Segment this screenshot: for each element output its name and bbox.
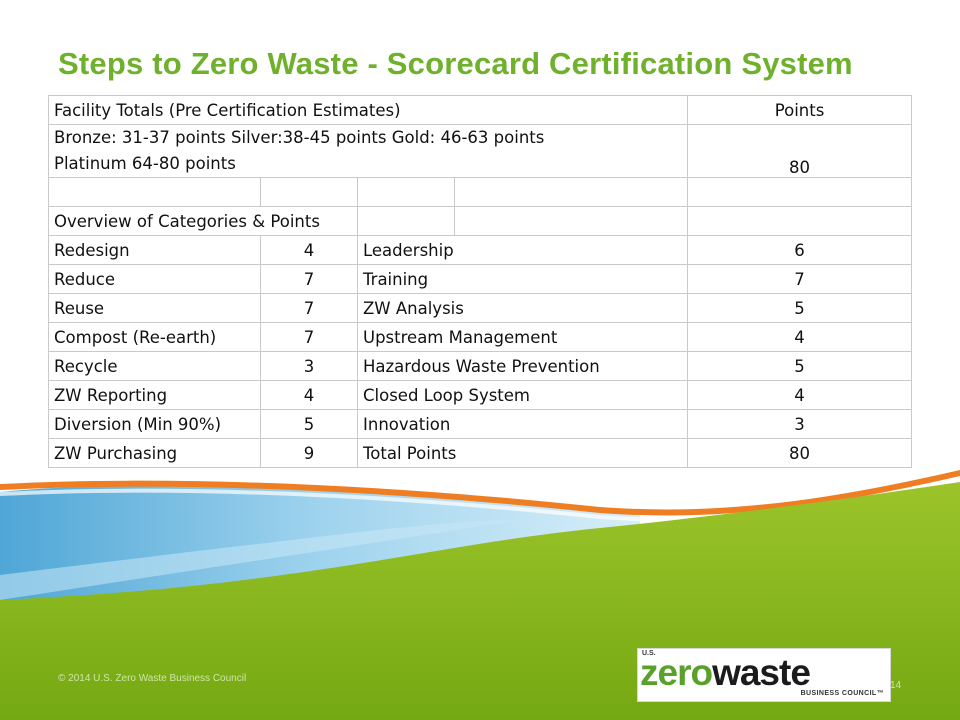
right-points: 4 [687, 322, 913, 352]
left-points: 5 [260, 409, 358, 439]
max-points: 80 [687, 124, 913, 178]
category-row: ZW Reporting 4 Closed Loop System 4 [48, 380, 913, 410]
left-points: 9 [260, 438, 358, 468]
right-category: Training [356, 264, 689, 294]
right-points: 5 [687, 293, 913, 323]
category-row: Reuse 7 ZW Analysis 5 [48, 293, 913, 323]
logo-business-council-text: BUSINESS COUNCIL™ [800, 690, 884, 697]
logo-zero-text: zero [640, 652, 713, 693]
left-points: 4 [260, 380, 358, 410]
left-points: 7 [260, 293, 358, 323]
facility-totals-label: Facility Totals (Pre Certification Estim… [47, 95, 689, 125]
right-category: Innovation [356, 409, 689, 439]
left-category: Reduce [48, 264, 261, 294]
levels-line-2: Platinum 64-80 points [54, 154, 236, 173]
scorecard-table: Facility Totals (Pre Certification Estim… [47, 95, 913, 468]
overview-row: Overview of Categories & Points [48, 206, 913, 236]
left-points: 7 [260, 264, 358, 294]
left-points: 4 [260, 235, 358, 265]
facility-header-row: Facility Totals (Pre Certification Estim… [47, 95, 913, 125]
logo-waste-text: waste [712, 652, 811, 693]
overview-label: Overview of Categories & Points [48, 206, 358, 236]
blank-cell [453, 206, 689, 236]
blank-row [48, 177, 913, 207]
right-category: Leadership [356, 235, 689, 265]
blank-cell [687, 177, 913, 207]
left-category: ZW Reporting [48, 380, 261, 410]
right-category: Closed Loop System [356, 380, 689, 410]
certification-levels-row: Bronze: 31-37 points Silver:38-45 points… [47, 124, 913, 178]
blank-cell [260, 177, 358, 207]
total-row: ZW Purchasing 9 Total Points 80 [48, 438, 913, 468]
certification-levels: Bronze: 31-37 points Silver:38-45 points… [47, 124, 689, 178]
zero-waste-logo: U.S. zerowaste BUSINESS COUNCIL™ [637, 648, 891, 702]
left-category: Diversion (Min 90%) [48, 409, 261, 439]
right-points: 6 [687, 235, 913, 265]
left-category: Redesign [48, 235, 261, 265]
category-row: Reduce 7 Training 7 [48, 264, 913, 294]
category-row: Compost (Re-earth) 7 Upstream Management… [48, 322, 913, 352]
levels-line-1: Bronze: 31-37 points Silver:38-45 points… [54, 128, 545, 147]
blank-cell [453, 177, 689, 207]
left-points: 3 [260, 351, 358, 381]
right-category: Upstream Management [356, 322, 689, 352]
right-category: ZW Analysis [356, 293, 689, 323]
logo-us-text: U.S. [642, 650, 656, 657]
page-number: 14 [890, 680, 902, 691]
category-row: Redesign 4 Leadership 6 [48, 235, 913, 265]
right-points: 5 [687, 351, 913, 381]
right-points: 4 [687, 380, 913, 410]
right-category: Hazardous Waste Prevention [356, 351, 689, 381]
right-points: 3 [687, 409, 913, 439]
category-row: Diversion (Min 90%) 5 Innovation 3 [48, 409, 913, 439]
logo-wordmark: zerowaste [640, 652, 811, 693]
category-row: Recycle 3 Hazardous Waste Prevention 5 [48, 351, 913, 381]
points-header: Points [687, 95, 913, 125]
left-category: ZW Purchasing [48, 438, 261, 468]
page-title: Steps to Zero Waste - Scorecard Certific… [58, 46, 853, 81]
blank-cell [357, 206, 455, 236]
total-points-value: 80 [687, 438, 913, 468]
left-category: Recycle [48, 351, 261, 381]
left-points: 7 [260, 322, 358, 352]
blank-cell [687, 206, 913, 236]
total-points-label: Total Points [356, 438, 689, 468]
blank-cell [357, 177, 455, 207]
blank-cell [48, 177, 261, 207]
left-category: Compost (Re-earth) [48, 322, 261, 352]
right-points: 7 [687, 264, 913, 294]
left-category: Reuse [48, 293, 261, 323]
copyright-text: © 2014 U.S. Zero Waste Business Council [58, 673, 247, 684]
